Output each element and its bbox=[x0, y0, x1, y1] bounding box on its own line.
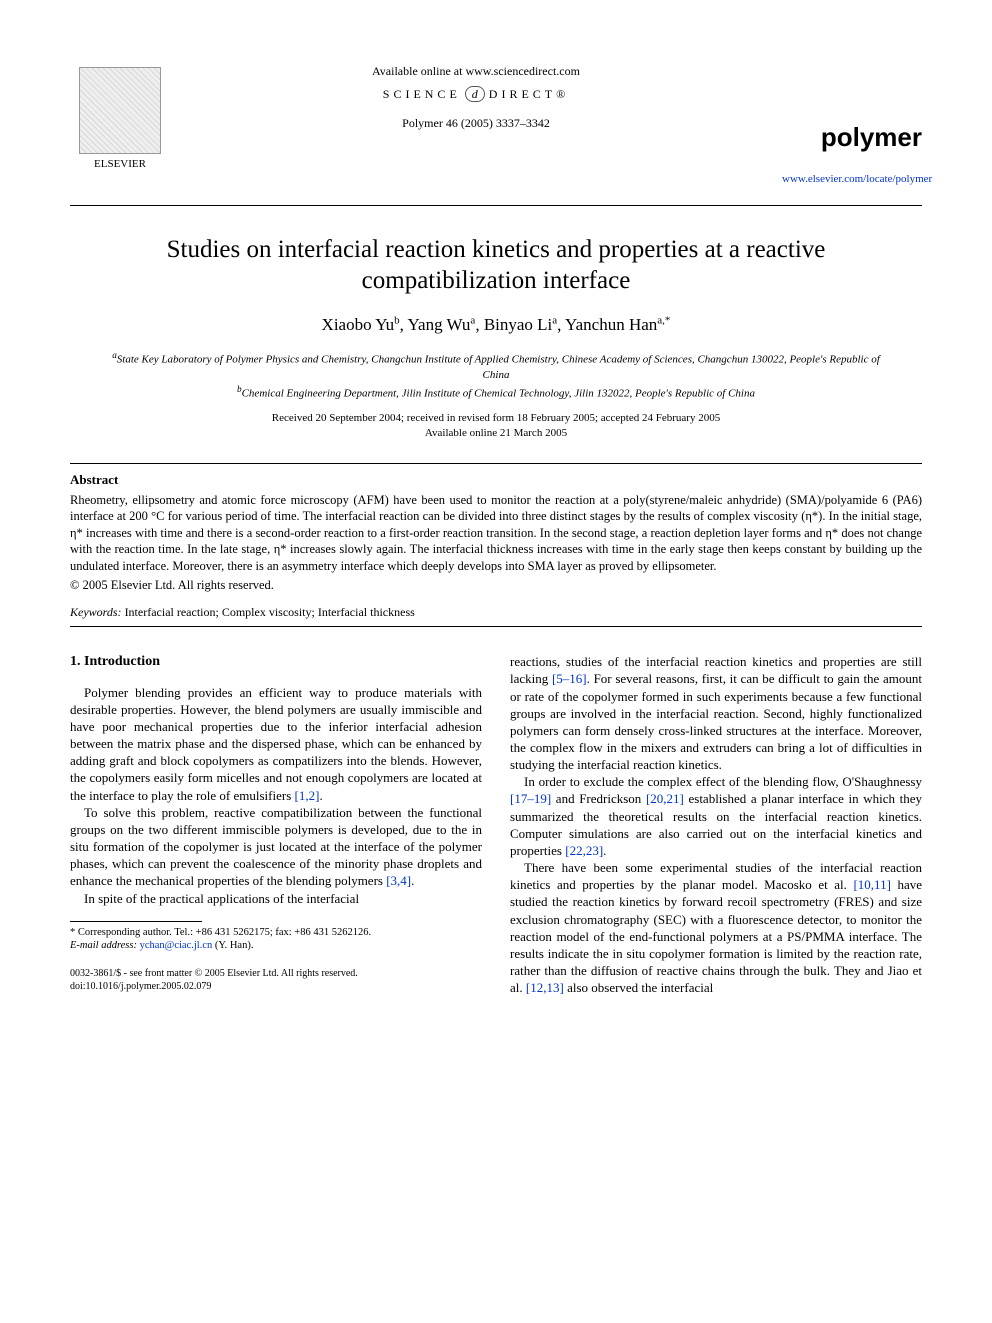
online-date: Available online 21 March 2005 bbox=[70, 426, 922, 441]
sd-left: SCIENCE bbox=[383, 87, 461, 101]
header-rule bbox=[70, 205, 922, 206]
article-title: Studies on interfacial reaction kinetics… bbox=[110, 234, 882, 297]
author: Yanchun Hana,* bbox=[565, 315, 670, 334]
keywords: Keywords: Interfacial reaction; Complex … bbox=[70, 605, 922, 620]
author: Yang Wua bbox=[407, 315, 475, 334]
doi-line: doi:10.1016/j.polymer.2005.02.079 bbox=[70, 980, 482, 993]
email-line: E-mail address: ychan@ciac.jl.cn (Y. Han… bbox=[70, 939, 482, 953]
ref-link[interactable]: [20,21] bbox=[646, 791, 684, 806]
paragraph: To solve this problem, reactive compatib… bbox=[70, 804, 482, 890]
keywords-rule bbox=[70, 626, 922, 627]
author: Binyao Lia bbox=[484, 315, 557, 334]
ref-link[interactable]: [17–19] bbox=[510, 791, 551, 806]
ref-link[interactable]: [10,11] bbox=[853, 877, 890, 892]
sd-right: DIRECT® bbox=[489, 87, 569, 101]
left-column: 1. Introduction Polymer blending provide… bbox=[70, 653, 482, 996]
paragraph: In order to exclude the complex effect o… bbox=[510, 773, 922, 859]
right-column: reactions, studies of the interfacial re… bbox=[510, 653, 922, 996]
affiliation-b: bChemical Engineering Department, Jilin … bbox=[100, 383, 892, 402]
author-list: Xiaobo Yub, Yang Wua, Binyao Lia, Yanchu… bbox=[70, 315, 922, 336]
keywords-text: Interfacial reaction; Complex viscosity;… bbox=[125, 605, 415, 619]
publisher-logo: ELSEVIER bbox=[70, 60, 170, 170]
article-dates: Received 20 September 2004; received in … bbox=[70, 411, 922, 441]
section-heading: 1. Introduction bbox=[70, 653, 482, 671]
paragraph: Polymer blending provides an efficient w… bbox=[70, 684, 482, 804]
center-header: Available online at www.sciencedirect.co… bbox=[170, 60, 782, 135]
author: Xiaobo Yub bbox=[322, 315, 400, 334]
affiliations: aState Key Laboratory of Polymer Physics… bbox=[100, 349, 892, 401]
header: ELSEVIER Available online at www.science… bbox=[70, 60, 922, 187]
page: ELSEVIER Available online at www.science… bbox=[0, 0, 992, 1036]
ref-link[interactable]: [12,13] bbox=[526, 980, 564, 995]
abstract-top-rule bbox=[70, 463, 922, 464]
journal-logo-block: polymer www.elsevier.com/locate/polymer bbox=[782, 60, 922, 187]
abstract-text: Rheometry, ellipsometry and atomic force… bbox=[70, 492, 922, 575]
body-columns: 1. Introduction Polymer blending provide… bbox=[70, 653, 922, 996]
ref-link[interactable]: [1,2] bbox=[295, 788, 320, 803]
ref-link[interactable]: [5–16] bbox=[552, 671, 587, 686]
ref-link[interactable]: [3,4] bbox=[386, 873, 411, 888]
paragraph: There have been some experimental studie… bbox=[510, 859, 922, 996]
corresponding-footnote: * Corresponding author. Tel.: +86 431 52… bbox=[70, 926, 482, 953]
journal-link[interactable]: www.elsevier.com/locate/polymer bbox=[782, 173, 932, 185]
corr-author-line: * Corresponding author. Tel.: +86 431 52… bbox=[70, 926, 482, 940]
footnote-separator bbox=[70, 921, 202, 922]
copyright: © 2005 Elsevier Ltd. All rights reserved… bbox=[70, 578, 922, 593]
affiliation-a: aState Key Laboratory of Polymer Physics… bbox=[100, 349, 892, 382]
citation: Polymer 46 (2005) 3337–3342 bbox=[170, 116, 782, 131]
abstract-heading: Abstract bbox=[70, 472, 922, 488]
footer-meta: 0032-3861/$ - see front matter © 2005 El… bbox=[70, 967, 482, 993]
sciencedirect-logo: SCIENCE d DIRECT® bbox=[170, 87, 782, 102]
email-link[interactable]: ychan@ciac.jl.cn bbox=[140, 940, 213, 951]
available-online-text: Available online at www.sciencedirect.co… bbox=[170, 64, 782, 79]
ref-link[interactable]: [22,23] bbox=[565, 843, 603, 858]
issn-line: 0032-3861/$ - see front matter © 2005 El… bbox=[70, 967, 482, 980]
publisher-name: ELSEVIER bbox=[94, 158, 146, 170]
sd-at-icon: d bbox=[465, 86, 485, 102]
elsevier-tree-icon bbox=[79, 67, 161, 154]
paragraph: reactions, studies of the interfacial re… bbox=[510, 653, 922, 773]
received-date: Received 20 September 2004; received in … bbox=[70, 411, 922, 426]
keywords-label: Keywords: bbox=[70, 605, 122, 619]
paragraph: In spite of the practical applications o… bbox=[70, 890, 482, 907]
journal-name: polymer bbox=[782, 122, 922, 153]
